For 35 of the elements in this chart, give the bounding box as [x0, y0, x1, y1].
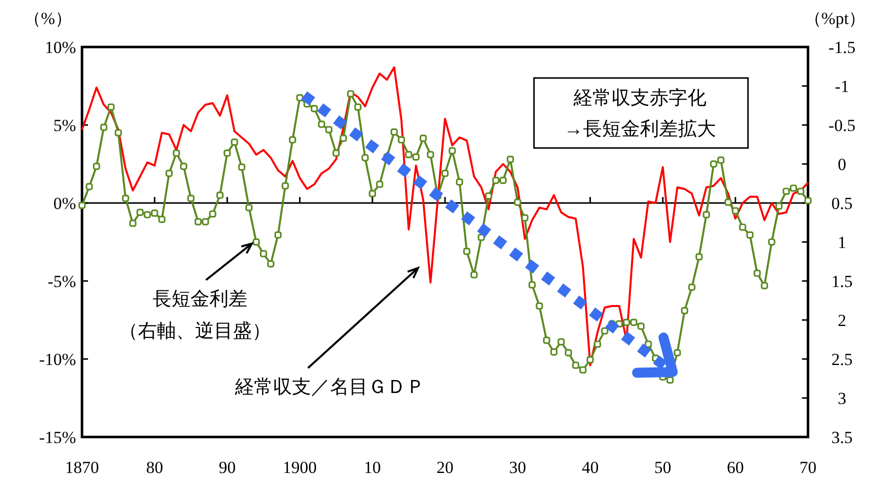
x-tick-label: 50 — [654, 458, 672, 477]
x-tick-label: 1870 — [65, 458, 99, 477]
y2-tick-label: -0.5 — [828, 116, 856, 135]
y2-tick-label: 2.5 — [831, 350, 853, 369]
y-tick-label: 10% — [44, 38, 76, 57]
y2-tick-label: 0 — [838, 155, 846, 174]
x-tick-label: 80 — [146, 458, 164, 477]
x-tick-label: 60 — [726, 458, 744, 477]
y-tick-label: -15% — [39, 428, 76, 447]
y-tick-label: -5% — [48, 272, 76, 291]
y2-tick-label: 1.5 — [831, 272, 853, 291]
annotation: （右軸、逆目盛） — [119, 321, 271, 342]
y2-tick-label: 0.5 — [831, 194, 853, 213]
y-tick-label: -10% — [39, 350, 76, 369]
annotation: 経常収支／名目ＧＤＰ — [234, 377, 425, 398]
y2-tick-label: -1 — [834, 77, 850, 96]
x-tick-label: 70 — [800, 458, 816, 477]
y-tick-label: 5% — [53, 116, 76, 135]
annotation: →長短金利差拡大 — [564, 119, 716, 140]
y2-tick-label: 3.5 — [831, 428, 853, 447]
x-tick-label: 1900 — [282, 458, 317, 477]
y-axis-title: （%） — [24, 9, 72, 28]
x-tick-label: 90 — [218, 458, 236, 477]
y2-axis-title: （%pt） — [804, 9, 866, 28]
annotation: 長短金利差 — [152, 289, 248, 310]
x-tick-label: 20 — [436, 458, 454, 477]
x-tick-label: 30 — [509, 458, 526, 477]
y2-tick-label: 3 — [838, 389, 846, 408]
x-tick-label: 10 — [364, 458, 381, 477]
y2-tick-label: -1.5 — [828, 38, 856, 57]
annotation: 経常収支赤字化 — [572, 87, 706, 109]
y-tick-label: 0% — [53, 194, 76, 213]
y2-tick-label: 1 — [838, 233, 846, 252]
y2-tick-label: 2 — [838, 311, 846, 330]
x-tick-label: 40 — [582, 458, 599, 477]
